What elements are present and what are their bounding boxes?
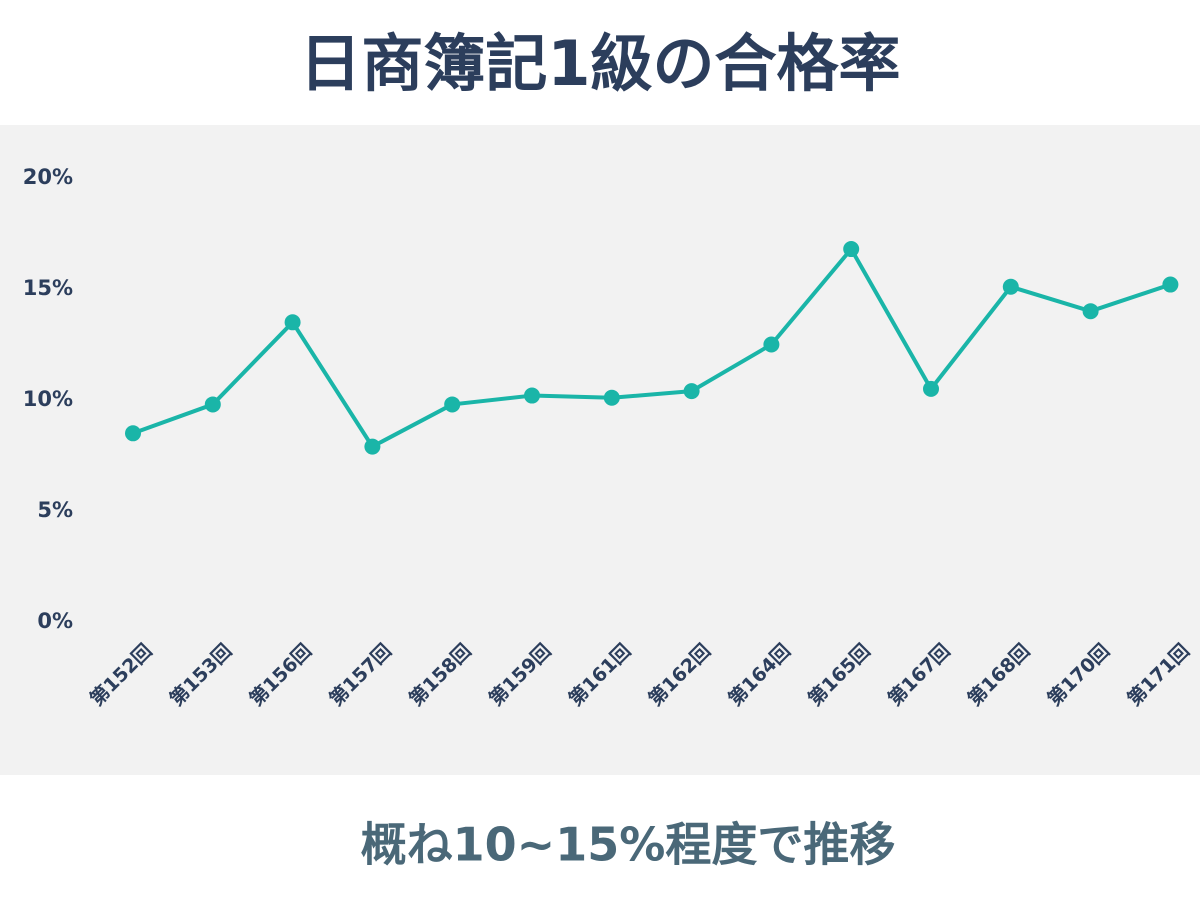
point — [444, 396, 461, 413]
y-tick-label: 15% — [23, 276, 73, 300]
point — [524, 387, 540, 404]
chart-subtitle: 概ね10~15%程度で推移 — [361, 818, 896, 872]
point — [763, 336, 780, 353]
point — [603, 389, 620, 406]
plot-background — [0, 125, 1200, 775]
y-tick-label: 0% — [37, 609, 73, 633]
point — [204, 396, 221, 413]
point — [843, 241, 860, 258]
point — [125, 425, 141, 442]
point — [923, 380, 939, 397]
point — [1002, 278, 1019, 295]
point — [284, 314, 301, 331]
point — [364, 438, 381, 455]
chart-title: 日商簿記1級の合格率 — [299, 27, 900, 100]
y-tick-label: 10% — [23, 387, 73, 411]
point — [683, 383, 700, 400]
y-tick-label: 5% — [37, 498, 73, 522]
y-tick-label: 20% — [23, 165, 73, 189]
point — [1082, 303, 1099, 320]
point — [1162, 276, 1179, 293]
line — [132, 247, 1172, 449]
